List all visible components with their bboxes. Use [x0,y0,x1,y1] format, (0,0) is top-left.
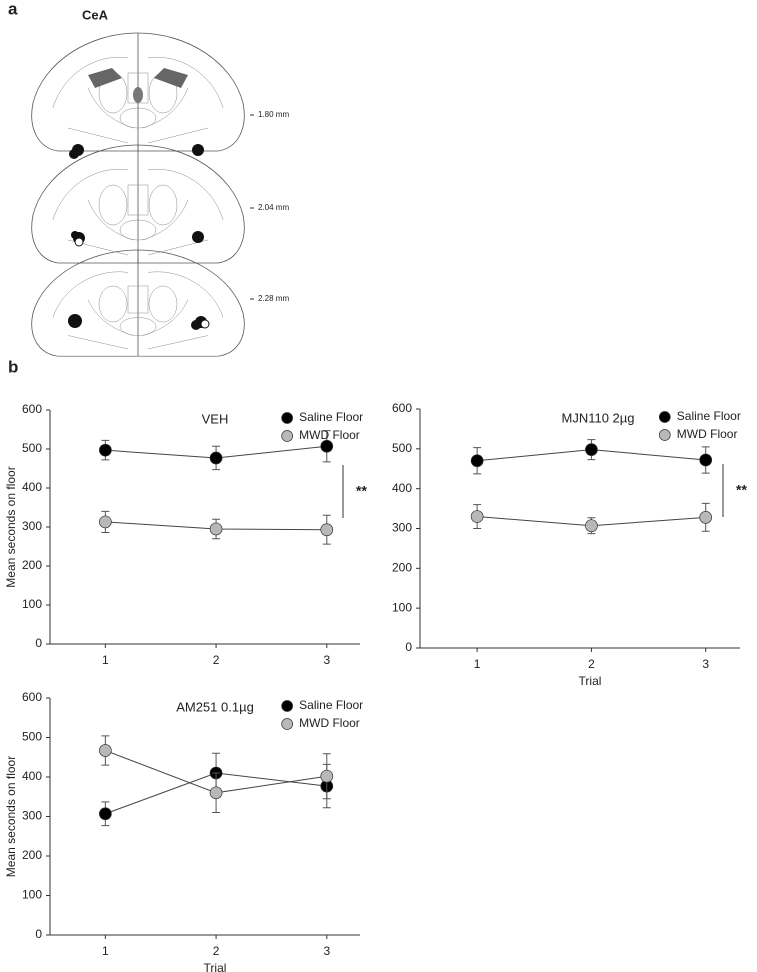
brain-sections [31,32,254,357]
significance-label: ** [356,483,367,499]
level-label: 1.80 mm [258,110,289,119]
level-label: 2.28 mm [258,294,289,303]
chart-title: VEH [202,411,229,426]
legend-label: Saline Floor [677,409,741,423]
legend-marker [658,411,671,423]
data-point [585,443,598,456]
y-tick-label: 0 [35,927,42,941]
y-tick-label: 100 [22,597,42,611]
y-axis-label: Mean seconds on floor [4,466,18,587]
data-point [99,515,112,529]
x-tick-label: 3 [323,944,330,958]
y-axis-label: Mean seconds on floor [4,756,18,877]
panel-title: CeA [82,7,109,22]
x-tick-label: 3 [702,657,709,671]
level-label: 2.04 mm [258,203,289,212]
y-tick-label: 500 [22,441,42,455]
x-tick-label: 1 [102,944,109,958]
y-tick-label: 200 [22,558,42,572]
data-point [320,769,334,783]
x-tick-label: 1 [474,657,481,671]
data-point [585,519,598,533]
y-tick-label: 0 [405,640,412,654]
y-tick-label: 300 [22,519,42,533]
data-point [99,807,112,821]
x-axis-label: Trial [579,674,602,688]
y-tick-label: 100 [392,600,412,614]
legend-label: Saline Floor [299,698,363,712]
x-tick-label: 3 [323,653,330,667]
legend-marker [281,718,293,730]
data-point [99,744,112,757]
y-tick-label: 500 [392,441,412,455]
data-point [99,443,112,457]
legend-label: MWD Floor [677,427,738,441]
y-tick-label: 600 [392,401,412,415]
data-point [699,453,713,467]
y-tick-label: 200 [392,561,412,575]
x-axis-label: Trial [204,961,227,972]
legend-label: MWD Floor [299,428,360,442]
legend-marker [658,429,671,441]
chart: 0 100 200 300 400 500 600 1 2 3 VEH Mean seconds on… [4,402,367,667]
x-tick-label: 2 [588,657,595,671]
y-tick-label: 500 [22,730,42,744]
data-point [209,451,223,465]
chart: 0 100 200 300 400 500 600 1 2 3 MJN110 2µg Trial ** S… [392,401,747,688]
y-tick-label: 300 [22,809,42,823]
y-tick-label: 200 [22,848,42,862]
data-point [470,454,484,468]
legend-label: Saline Floor [299,410,363,424]
data-point [209,786,223,800]
y-tick-label: 400 [22,769,42,783]
legend-marker [281,430,293,442]
significance-label: ** [736,482,747,498]
x-tick-label: 1 [102,653,109,667]
y-tick-label: 400 [22,480,42,494]
legend-marker [281,412,293,424]
y-tick-label: 100 [22,888,42,902]
y-tick-label: 400 [392,481,412,495]
y-tick-label: 600 [22,690,42,704]
x-tick-label: 2 [213,944,220,958]
y-tick-label: 600 [22,402,42,416]
data-point [320,439,334,453]
chart-title: AM251 0.1µg [176,699,254,714]
chart-title: MJN110 2µg [561,410,634,425]
legend-marker [281,700,293,712]
chart: 0 100 200 300 400 500 600 1 2 3 AM251 0.1µg Mean se… [4,690,363,972]
data-point [320,523,334,537]
legend-label: MWD Floor [299,716,360,730]
x-tick-label: 2 [213,653,220,667]
panel-label: b [8,357,18,376]
data-point [470,510,484,523]
panel-label: a [8,0,18,18]
data-point [699,510,713,524]
data-point [209,522,223,536]
y-tick-label: 0 [35,636,42,650]
y-tick-label: 300 [392,521,412,535]
